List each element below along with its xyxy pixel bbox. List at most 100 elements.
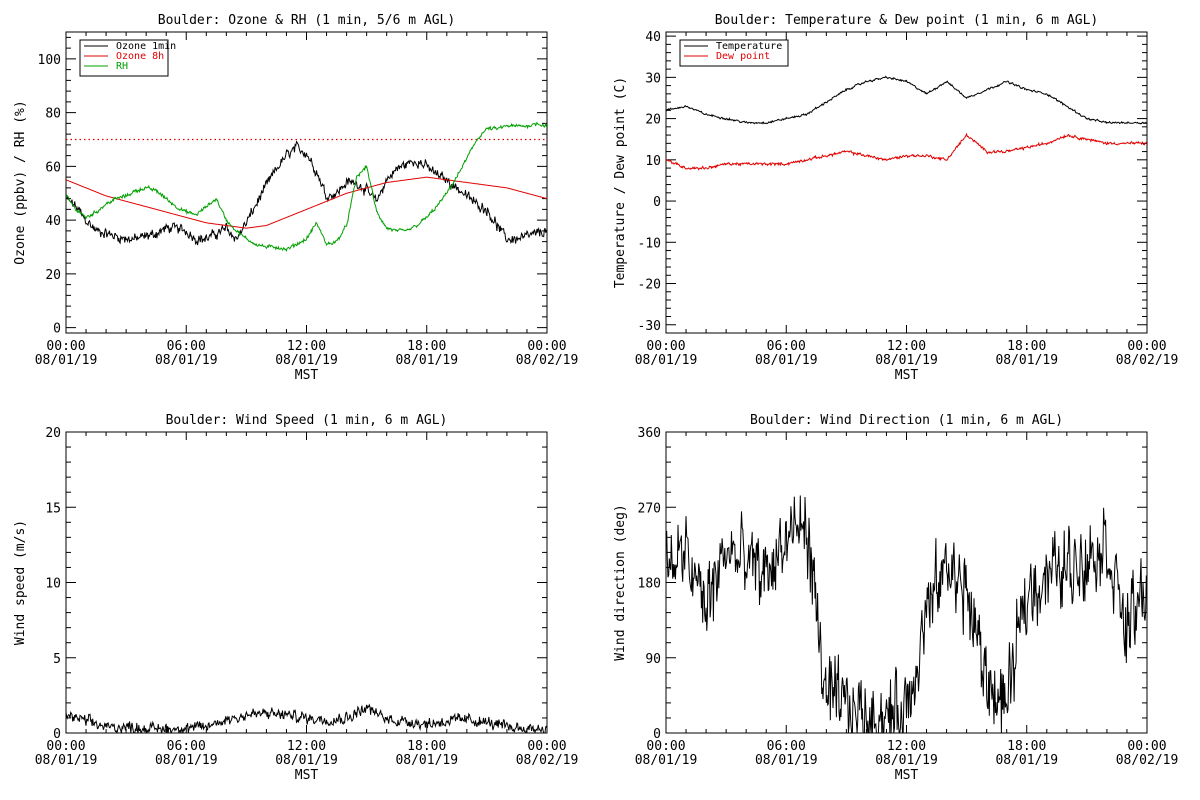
x-tick-label-time: 00:00 xyxy=(46,739,85,754)
series-line-ozone-1min xyxy=(66,140,547,246)
y-tick-label: 0 xyxy=(653,195,661,210)
legend-label: Ozone 1min xyxy=(116,41,176,52)
y-tick-label: 40 xyxy=(45,214,61,229)
x-tick-label-time: 00:00 xyxy=(527,339,566,354)
plot-area xyxy=(666,495,1147,733)
x-axis-label: MST xyxy=(895,768,919,783)
chart-title: Boulder: Temperature & Dew point (1 min,… xyxy=(715,13,1099,28)
x-tick-label-date: 08/01/19 xyxy=(875,753,938,768)
x-tick-label-time: 06:00 xyxy=(167,739,206,754)
y-tick-label: 100 xyxy=(38,53,61,68)
y-tick-label: 15 xyxy=(45,501,61,516)
x-tick-label-time: 00:00 xyxy=(1127,339,1166,354)
y-tick-label: 10 xyxy=(645,154,661,169)
legend-label: Temperature xyxy=(716,41,782,52)
y-tick-label: 90 xyxy=(645,652,661,667)
chart-title: Boulder: Ozone & RH (1 min, 5/6 m AGL) xyxy=(158,13,455,28)
x-tick-label-time: 12:00 xyxy=(287,339,326,354)
y-tick-label: -30 xyxy=(638,319,661,334)
x-tick-label-time: 00:00 xyxy=(527,739,566,754)
x-tick-label-date: 08/01/19 xyxy=(995,353,1058,368)
x-tick-label-date: 08/01/19 xyxy=(635,753,698,768)
y-tick-label: 0 xyxy=(53,322,61,337)
series-line-temperature xyxy=(666,75,1147,125)
plot-frame xyxy=(665,31,1148,334)
plot-frame xyxy=(665,431,1148,734)
y-tick-label: 20 xyxy=(45,268,61,283)
x-tick-label-date: 08/01/19 xyxy=(875,353,938,368)
x-tick-label-date: 08/01/19 xyxy=(155,353,218,368)
x-tick-label-date: 08/01/19 xyxy=(155,753,218,768)
y-tick-label: 180 xyxy=(638,577,661,592)
legend-label: Dew point xyxy=(716,51,770,62)
x-tick-label-date: 08/01/19 xyxy=(35,753,98,768)
x-tick-label-time: 06:00 xyxy=(767,739,806,754)
x-axis-label: MST xyxy=(295,368,319,383)
x-axis-label: MST xyxy=(295,768,319,783)
series-line-dew-point xyxy=(666,132,1147,171)
x-tick-label-date: 08/01/19 xyxy=(755,353,818,368)
y-tick-label: 20 xyxy=(645,113,661,128)
x-tick-label-date: 08/01/19 xyxy=(635,353,698,368)
x-tick-label-date: 08/01/19 xyxy=(395,353,458,368)
x-tick-label-time: 18:00 xyxy=(1007,339,1046,354)
y-tick-label: 0 xyxy=(53,727,61,742)
y-tick-label: 5 xyxy=(53,652,61,667)
x-tick-label-time: 18:00 xyxy=(407,339,446,354)
x-axis-label: MST xyxy=(895,368,919,383)
series-line xyxy=(666,495,1147,733)
chart-temp_dew: Boulder: Temperature & Dew point (1 min,… xyxy=(613,13,1178,383)
x-tick-label-date: 08/02/19 xyxy=(1116,753,1179,768)
plot-area xyxy=(666,75,1147,171)
x-tick-label-date: 08/01/19 xyxy=(755,753,818,768)
chart-wind_dir: Boulder: Wind Direction (1 min, 6 m AGL)… xyxy=(613,413,1178,783)
plot-area xyxy=(66,703,547,733)
x-tick-label-time: 00:00 xyxy=(646,339,685,354)
y-tick-label: 10 xyxy=(45,577,61,592)
x-tick-label-time: 00:00 xyxy=(46,339,85,354)
y-tick-label: -20 xyxy=(638,278,661,293)
y-axis-label: Temperature / Dew point (C) xyxy=(613,77,628,288)
legend-label: Ozone 8h xyxy=(116,51,164,62)
y-tick-label: 20 xyxy=(45,426,61,441)
x-tick-label-date: 08/01/19 xyxy=(275,353,338,368)
x-tick-label-time: 06:00 xyxy=(767,339,806,354)
y-tick-label: -10 xyxy=(638,236,661,251)
chart-ozone_rh: Boulder: Ozone & RH (1 min, 5/6 m AGL)00… xyxy=(13,13,578,383)
series-line-ozone-8h xyxy=(66,176,547,229)
y-tick-label: 270 xyxy=(638,501,661,516)
series-line xyxy=(66,703,547,733)
x-tick-label-time: 12:00 xyxy=(887,339,926,354)
y-tick-label: 60 xyxy=(45,160,61,175)
y-axis-label: Wind speed (m/s) xyxy=(13,520,28,645)
plot-area xyxy=(66,121,547,252)
x-tick-label-time: 18:00 xyxy=(1007,739,1046,754)
legend-box xyxy=(679,39,789,67)
x-tick-label-date: 08/02/19 xyxy=(1116,353,1179,368)
chart-wind_speed: Boulder: Wind Speed (1 min, 6 m AGL) 00:0… xyxy=(13,413,578,783)
y-tick-label: 40 xyxy=(645,30,661,45)
plot-frame xyxy=(65,431,548,734)
y-axis-label: Ozone (ppbv) / RH (%) xyxy=(13,100,28,264)
series-line-rh xyxy=(66,121,547,252)
x-tick-label-time: 12:00 xyxy=(287,739,326,754)
y-axis-label: Wind direction (deg) xyxy=(613,504,628,661)
x-tick-label-date: 08/01/19 xyxy=(395,753,458,768)
chart-title: Boulder: Wind Speed (1 min, 6 m AGL) xyxy=(166,413,448,428)
x-tick-label-date: 08/01/19 xyxy=(35,353,98,368)
y-tick-label: 30 xyxy=(645,71,661,86)
y-tick-label: 0 xyxy=(653,727,661,742)
x-tick-label-time: 12:00 xyxy=(887,739,926,754)
plot-frame xyxy=(65,31,548,334)
x-tick-label-time: 18:00 xyxy=(407,739,446,754)
x-tick-label-date: 08/02/19 xyxy=(516,753,579,768)
x-tick-label-date: 08/01/19 xyxy=(995,753,1058,768)
x-tick-label-time: 00:00 xyxy=(1127,739,1166,754)
y-tick-label: 80 xyxy=(45,107,61,122)
x-tick-label-date: 08/02/19 xyxy=(516,353,579,368)
x-tick-label-date: 08/01/19 xyxy=(275,753,338,768)
chart-title: Boulder: Wind Direction (1 min, 6 m AGL) xyxy=(750,413,1063,428)
